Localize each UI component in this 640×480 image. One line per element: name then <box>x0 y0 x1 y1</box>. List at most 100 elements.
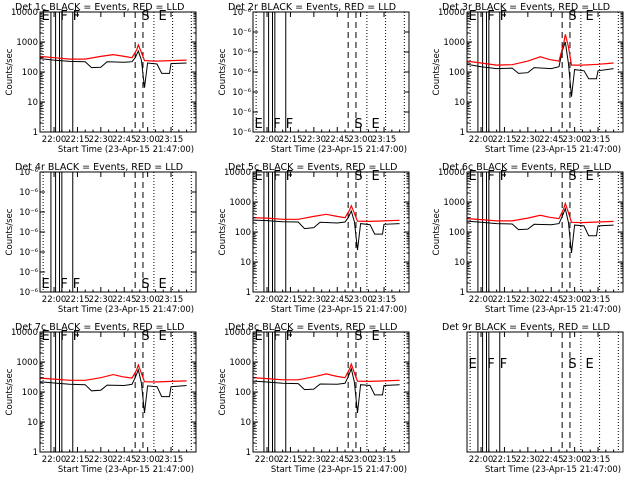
x-axis-label: Start Time (23-Apr-15 21:47:00) <box>58 145 194 155</box>
x-tick-label: 22:30 <box>302 455 327 465</box>
x-tick-label: 22:15 <box>278 295 303 305</box>
y-tick-label: 10⁻⁶ <box>232 88 251 98</box>
x-tick-label: 23:00 <box>135 135 160 145</box>
x-tick-label: 22:00 <box>469 455 494 465</box>
event-marker-label: E <box>159 277 167 292</box>
x-tick-label: 22:00 <box>255 295 280 305</box>
event-marker-label: E <box>469 357 477 372</box>
chart-panel-2: Det 2r BLACK = Events, RED = LLD 10⁻⁶ 10⁻⁶… <box>218 2 410 155</box>
series-line-events <box>39 368 187 414</box>
y-tick-label: 1 <box>246 448 251 458</box>
x-axis-label: Start Time (23-Apr-15 21:47:00) <box>271 465 407 475</box>
chart-title: Det 1c BLACK = Events, RED = LLD <box>15 2 184 13</box>
chart-panel-6: Det 6c BLACK = Events, RED = LLD 1 10 100 10… <box>432 162 624 315</box>
chart-panel-1: Det 1c BLACK = Events, RED = LLD 1 10 100 10… <box>5 2 197 155</box>
event-marker-label: S <box>354 117 362 132</box>
x-tick-label: 22:45 <box>325 135 350 145</box>
y-tick-label: 1000 <box>229 198 251 208</box>
event-marker-label: F <box>500 169 507 184</box>
chart-panel-5: Det 5c BLACK = Events, RED = LLD 1 10 100 10… <box>218 162 410 315</box>
x-tick-label: 22:15 <box>278 135 303 145</box>
y-tick-label: 10⁻⁶ <box>19 248 38 258</box>
x-tick-label: 22:30 <box>302 295 327 305</box>
y-tick-label: 10⁻⁶ <box>19 288 38 298</box>
x-axis-label: Start Time (23-Apr-15 21:47:00) <box>485 145 621 155</box>
x-tick-label: 23:15 <box>372 295 397 305</box>
x-tick-label: 22:15 <box>492 455 517 465</box>
y-tick-label: 1000 <box>16 358 38 368</box>
event-marker-label: E <box>586 9 594 24</box>
event-marker-label: F <box>487 9 494 24</box>
y-tick-label: 100 <box>22 68 38 78</box>
x-axis-label: Start Time (23-Apr-15 21:47:00) <box>485 305 621 315</box>
y-axis-label: Counts/sec <box>432 208 442 255</box>
y-tick-label: 10000 <box>11 8 38 18</box>
x-tick-label: 22:00 <box>42 135 67 145</box>
event-marker-label: E <box>586 357 594 372</box>
y-tick-label: 10 <box>454 98 465 108</box>
y-tick-label: 10000 <box>11 328 38 338</box>
x-tick-label: 22:45 <box>539 295 564 305</box>
y-tick-label: 100 <box>235 388 251 398</box>
x-tick-label: 22:30 <box>89 455 114 465</box>
y-tick-label: 10⁻⁶ <box>232 68 251 78</box>
y-tick-label: 1000 <box>443 38 465 48</box>
event-marker-label: F <box>73 9 80 24</box>
y-axis-label: Counts/sec <box>5 208 15 255</box>
chart-panel-8: Det 8c BLACK = Events, RED = LLD 1 10 100 10… <box>218 322 410 475</box>
y-tick-label: 10⁻⁶ <box>232 128 251 138</box>
y-tick-label: 10 <box>27 98 38 108</box>
y-tick-label: 1000 <box>443 198 465 208</box>
event-marker-label: E <box>42 9 50 24</box>
chart-panel-9: Det 9r BLACK = Events, RED = LLD22:0022:… <box>442 322 624 475</box>
chart-title: Det 3r BLACK = Events, RED = LLD <box>442 2 610 13</box>
event-marker-label: F <box>286 329 293 344</box>
y-tick-label: 10⁻⁶ <box>19 268 38 278</box>
event-marker-label: S <box>141 9 149 24</box>
event-marker-label: S <box>568 9 576 24</box>
x-tick-label: 22:15 <box>65 135 90 145</box>
event-marker-label: F <box>60 329 67 344</box>
x-tick-label: 23:15 <box>159 295 184 305</box>
x-tick-label: 22:30 <box>516 455 541 465</box>
event-marker-label: S <box>354 169 362 184</box>
x-tick-label: 23:00 <box>135 295 160 305</box>
event-marker-label: F <box>487 357 494 372</box>
series-line-events <box>252 209 400 251</box>
event-marker-label: E <box>42 277 50 292</box>
series-line-events <box>466 207 614 254</box>
x-tick-label: 23:00 <box>562 455 587 465</box>
x-tick-label: 22:45 <box>325 295 350 305</box>
event-marker-label: F <box>273 169 280 184</box>
event-marker-label: E <box>586 169 594 184</box>
chart-title: Det 4r BLACK = Events, RED = LLD <box>15 162 183 173</box>
x-tick-label: 23:15 <box>586 455 611 465</box>
event-marker-label: S <box>568 357 576 372</box>
y-tick-label: 10000 <box>438 168 465 178</box>
event-marker-label: F <box>273 117 280 132</box>
x-tick-label: 22:15 <box>278 455 303 465</box>
x-tick-label: 22:45 <box>112 135 137 145</box>
x-axis-label: Start Time (23-Apr-15 21:47:00) <box>271 145 407 155</box>
x-tick-label: 22:30 <box>516 295 541 305</box>
x-tick-label: 23:15 <box>159 455 184 465</box>
y-axis-label: Counts/sec <box>5 48 15 95</box>
x-tick-label: 23:15 <box>372 455 397 465</box>
x-tick-label: 22:30 <box>89 295 114 305</box>
event-marker-label: F <box>60 277 67 292</box>
y-tick-label: 100 <box>235 228 251 238</box>
y-tick-label: 10⁻⁶ <box>19 188 38 198</box>
y-tick-label: 10⁻⁶ <box>232 48 251 58</box>
chart-title: Det 2r BLACK = Events, RED = LLD <box>228 2 396 13</box>
y-tick-label: 100 <box>449 228 465 238</box>
x-tick-label: 22:15 <box>65 455 90 465</box>
y-axis-label: Counts/sec <box>218 208 228 255</box>
event-marker-label: F <box>73 329 80 344</box>
event-marker-label: F <box>286 117 293 132</box>
y-tick-label: 10 <box>240 418 251 428</box>
x-tick-label: 22:45 <box>112 455 137 465</box>
chart-panel-7: Det 7c BLACK = Events, RED = LLD 1 10 100 10… <box>5 322 197 475</box>
x-tick-label: 22:00 <box>42 455 67 465</box>
y-axis-label: Counts/sec <box>218 368 228 415</box>
chart-panel-4: Det 4r BLACK = Events, RED = LLD 10⁻⁶ 10⁻⁶… <box>5 162 197 315</box>
